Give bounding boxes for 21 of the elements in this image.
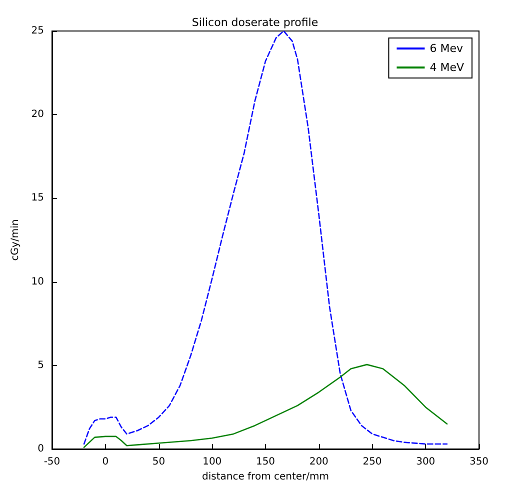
x-tick-label: 50 [152, 456, 166, 468]
legend-label: 6 Mev [430, 42, 464, 55]
y-tick-label: 0 [38, 444, 44, 454]
y-tick-label: 5 [38, 360, 44, 371]
y-axis-title: cGy/min [10, 219, 21, 261]
x-tick-label: 350 [469, 456, 489, 468]
y-tick-label: 25 [31, 26, 44, 36]
y-tick-label: 20 [31, 109, 44, 120]
x-tick-label: 200 [309, 456, 328, 468]
x-tick-label: 150 [256, 456, 276, 468]
x-tick-label: -50 [44, 456, 60, 468]
y-tick-label: 15 [31, 192, 44, 204]
legend-label: 4 MeV [430, 61, 464, 74]
line-series [83, 364, 448, 448]
chart-title: Silicon doserate profile [192, 16, 318, 29]
x-tick-label: 0 [102, 456, 109, 468]
x-tick-label: 100 [202, 456, 222, 468]
x-axis-title: distance from center/mm [202, 471, 330, 482]
y-tick-label: 10 [31, 276, 44, 288]
x-tick-label: 300 [416, 456, 436, 468]
x-tick-label: 250 [362, 456, 382, 468]
